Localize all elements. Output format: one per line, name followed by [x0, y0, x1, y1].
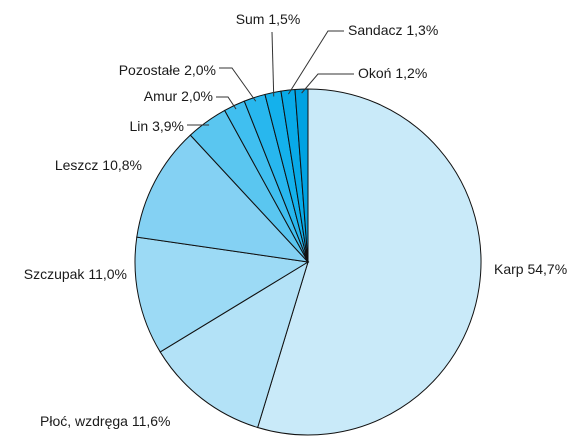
slice-value: 1,5% — [268, 11, 300, 27]
slice-label: Płoć, wzdręga 11,6% — [40, 413, 171, 429]
pie-slice — [136, 134, 310, 263]
slice-category: Okoń — [358, 65, 391, 81]
slice-category: Szczupak — [24, 266, 86, 282]
slice-value: 3,9% — [152, 118, 184, 134]
leader-line — [216, 96, 237, 110]
slice-value: 2,0% — [184, 62, 216, 78]
leader-line — [301, 73, 354, 94]
slice-value: 11,6% — [132, 413, 171, 429]
slice-value: 2,0% — [181, 88, 213, 104]
slice-label: Pozostałe 2,0% — [119, 62, 216, 78]
pie-slice — [134, 236, 310, 353]
leader-line — [219, 67, 257, 102]
slice-category: Pozostałe — [119, 62, 181, 78]
slice-category: Karp — [494, 261, 524, 277]
slice-category: Sum — [236, 11, 265, 27]
slice-category: Amur — [144, 88, 178, 104]
slice-value: 1,2% — [395, 65, 427, 81]
slice-label: Amur 2,0% — [144, 88, 213, 104]
slice-value: 11,0% — [88, 266, 127, 282]
leader-line — [271, 31, 275, 97]
pie-slice — [159, 260, 309, 429]
slice-category: Płoć, wzdręga — [40, 413, 128, 429]
slice-value: 10,8% — [102, 157, 142, 173]
slice-label: Sum 1,5% — [236, 11, 301, 27]
slice-category: Lin — [130, 118, 149, 134]
slice-value: 1,3% — [406, 22, 438, 38]
slice-category: Sandacz — [348, 22, 402, 38]
slice-label: Sandacz 1,3% — [348, 22, 438, 38]
pie-slice — [257, 88, 482, 436]
slice-label: Karp 54,7% — [494, 261, 567, 277]
slice-value: 54,7% — [527, 261, 567, 277]
slice-category: Leszcz — [55, 157, 99, 173]
slice-label: Szczupak 11,0% — [24, 266, 127, 282]
slice-label: Okoń 1,2% — [358, 65, 427, 81]
pie-slice — [294, 88, 309, 263]
slice-label: Lin 3,9% — [130, 118, 185, 134]
leader-line — [287, 30, 344, 95]
slice-label: Leszcz 10,8% — [55, 157, 142, 173]
